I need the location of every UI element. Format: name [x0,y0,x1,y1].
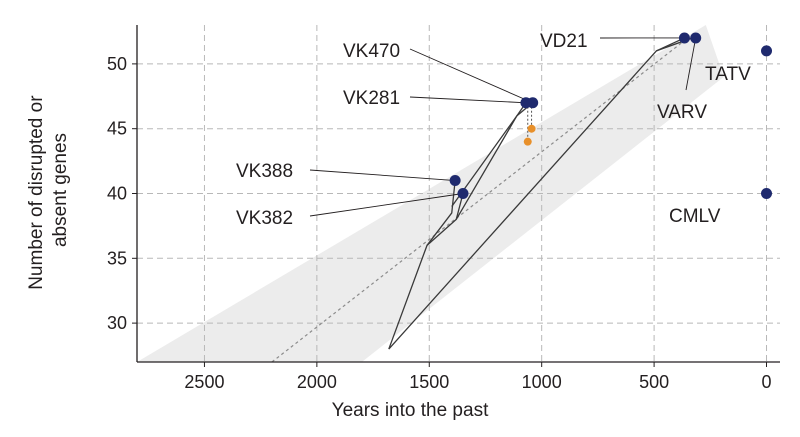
y-axis-label: Number of disrupted or absent genes [26,90,71,290]
point-label-tatv: TATV [705,64,751,85]
y-axis-label-line-1: Number of disrupted or [26,95,47,290]
point-label-vk470: VK470 [343,41,400,62]
x-tick-label-2: 1500 [409,372,449,392]
y-axis-label-line-2: absent genes [50,133,71,247]
x-tick-label-3: 1000 [522,372,562,392]
x-tick-label-1: 2000 [297,372,337,392]
point-label-vk382: VK382 [236,208,293,229]
y-tick-label-2: 40 [107,184,127,204]
tick-labels: 2500 2000 1500 1000 500 0 30 35 40 45 50 [107,54,772,392]
point-label-varv: VARV [657,102,707,123]
trend-line [271,37,689,362]
x-tick-label-4: 500 [639,372,669,392]
point-vd21 [678,32,690,44]
point-label-vk281: VK281 [343,88,400,109]
point-vk382 [457,188,469,199]
y-tick-label-1: 35 [107,248,127,268]
leader-line-vk382 [309,193,464,217]
y-tick-label-3: 45 [107,119,127,139]
point-varv [690,32,702,44]
y-tick-label-4: 50 [107,54,127,74]
point-label-vk388: VK388 [236,161,293,182]
y-tick-label-0: 30 [107,313,127,333]
tree-branch-0 [388,180,456,350]
point-label-vd21: VD21 [540,31,588,52]
x-tick-label-0: 2500 [184,372,224,392]
point-label-cmlv: CMLV [669,206,721,227]
x-axis-label: Years into the past [332,400,489,421]
trend-line-path [271,37,689,362]
data-points [449,32,773,199]
leader-line-varv [685,37,697,91]
point-vk281 [520,97,532,109]
leader-line-vk281 [409,96,526,104]
leader-line-vk388 [309,169,456,181]
point-labels: VD21 VARV TATV VK470 VK281 VK388 VK382 CMLV [236,31,751,229]
x-tick-label-5: 0 [762,372,772,392]
label-leader-lines [309,37,697,217]
leader-line-vk470 [409,48,533,104]
secondary-point-1 [523,137,532,146]
secondary-point-0 [527,124,536,133]
point-cmlv [761,188,773,199]
point-vk388 [449,175,461,187]
point-tatv [761,45,773,57]
